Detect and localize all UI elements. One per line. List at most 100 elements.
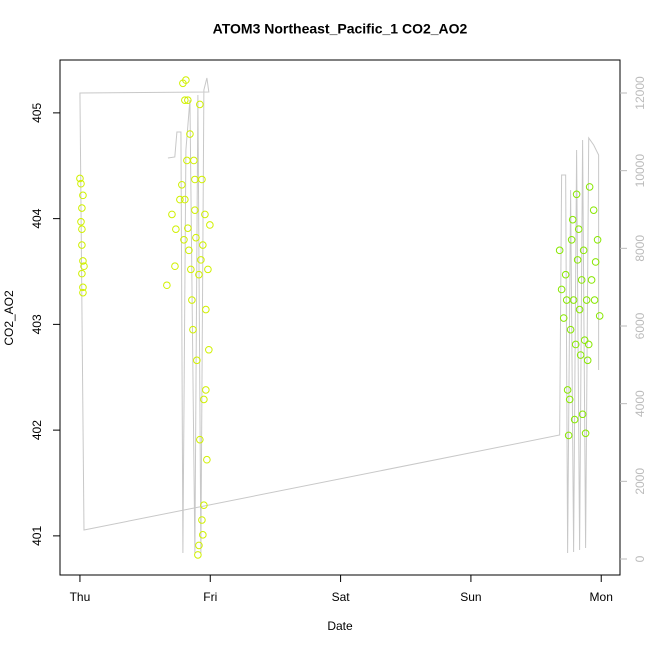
data-point	[194, 551, 202, 559]
data-point	[78, 225, 86, 233]
data-point	[189, 325, 197, 334]
data-point	[78, 204, 86, 212]
data-point	[181, 96, 189, 104]
data-point	[198, 175, 206, 184]
data-point	[575, 305, 584, 314]
x-tick-label: Fri	[203, 590, 217, 604]
data-point	[78, 241, 86, 249]
data-point	[203, 455, 211, 464]
data-point	[569, 296, 578, 304]
y-axis-label: CO2_AO2	[2, 290, 16, 346]
data-point	[195, 541, 203, 550]
data-point	[559, 314, 568, 322]
data-point	[568, 215, 577, 224]
data-point	[578, 410, 587, 419]
y2-tick-label: 2000	[633, 468, 647, 495]
data-point	[577, 276, 586, 284]
data-point	[565, 395, 574, 404]
data-point	[185, 246, 193, 255]
data-point	[163, 281, 171, 290]
data-point	[589, 206, 598, 214]
data-point	[587, 276, 596, 284]
y-tick-label: 404	[30, 208, 44, 228]
y2-tick-label: 10000	[633, 154, 647, 188]
data-point	[570, 415, 579, 424]
data-point	[187, 265, 195, 274]
y-tick-label: 405	[30, 103, 44, 123]
data-point	[590, 296, 599, 304]
data-point	[561, 270, 570, 279]
data-point	[198, 516, 206, 524]
data-point	[566, 325, 575, 334]
data-point	[76, 174, 84, 183]
data-point	[567, 235, 576, 244]
data-point	[595, 312, 604, 320]
data-point	[201, 210, 209, 219]
plot-frame	[59, 59, 621, 576]
data-point	[202, 386, 210, 394]
x-tick-label: Thu	[70, 590, 91, 604]
data-point	[579, 246, 588, 255]
data-point	[196, 435, 204, 444]
data-point	[80, 262, 88, 271]
data-point	[585, 183, 594, 191]
x-tick-label: Sat	[332, 590, 351, 604]
data-point	[199, 531, 207, 539]
x-axis-label: Date	[327, 619, 353, 633]
data-point	[77, 179, 85, 188]
data-point	[573, 256, 582, 264]
data-point	[572, 190, 581, 199]
data-point	[591, 258, 600, 266]
data-line	[79, 77, 600, 553]
data-point	[581, 429, 590, 438]
data-point	[580, 336, 589, 345]
y2-tick-label: 12000	[633, 76, 647, 110]
data-point	[176, 195, 184, 204]
data-point	[79, 288, 87, 297]
data-point	[555, 246, 564, 255]
data-point	[184, 224, 192, 232]
data-point	[79, 257, 87, 265]
data-point	[583, 356, 592, 365]
y2-tick-label: 4000	[633, 390, 647, 417]
data-point	[181, 195, 189, 204]
data-point	[168, 210, 176, 219]
y-tick-label: 401	[30, 526, 44, 546]
data-point	[78, 269, 86, 278]
data-point	[571, 340, 580, 349]
y-tick-label: 403	[30, 314, 44, 334]
data-point	[180, 235, 188, 244]
data-point	[582, 296, 591, 304]
data-point	[171, 262, 179, 271]
data-point	[593, 235, 602, 244]
data-point	[204, 265, 212, 274]
data-point	[557, 285, 566, 294]
data-point	[563, 386, 572, 394]
y2-tick-label: 0	[633, 555, 647, 562]
data-point	[184, 96, 192, 104]
data-point	[191, 206, 199, 214]
data-point	[200, 395, 208, 404]
data-point	[200, 501, 208, 510]
x-tick-label: Sun	[460, 590, 481, 604]
data-point	[190, 156, 198, 165]
y2-tick-label: 8000	[633, 235, 647, 262]
data-point	[172, 225, 180, 233]
data-point	[183, 156, 191, 165]
data-point	[182, 76, 190, 84]
x-tick-label: Mon	[590, 590, 613, 604]
data-point	[564, 431, 573, 440]
data-point	[205, 345, 213, 354]
data-point	[192, 233, 200, 242]
data-point	[193, 356, 201, 365]
data-point	[202, 305, 210, 314]
data-point	[584, 340, 593, 349]
data-point	[188, 296, 196, 304]
data-point	[178, 180, 186, 189]
data-point	[199, 241, 207, 249]
data-point	[196, 100, 204, 109]
data-point	[191, 175, 199, 184]
data-point	[186, 130, 194, 138]
data-point	[197, 256, 205, 264]
